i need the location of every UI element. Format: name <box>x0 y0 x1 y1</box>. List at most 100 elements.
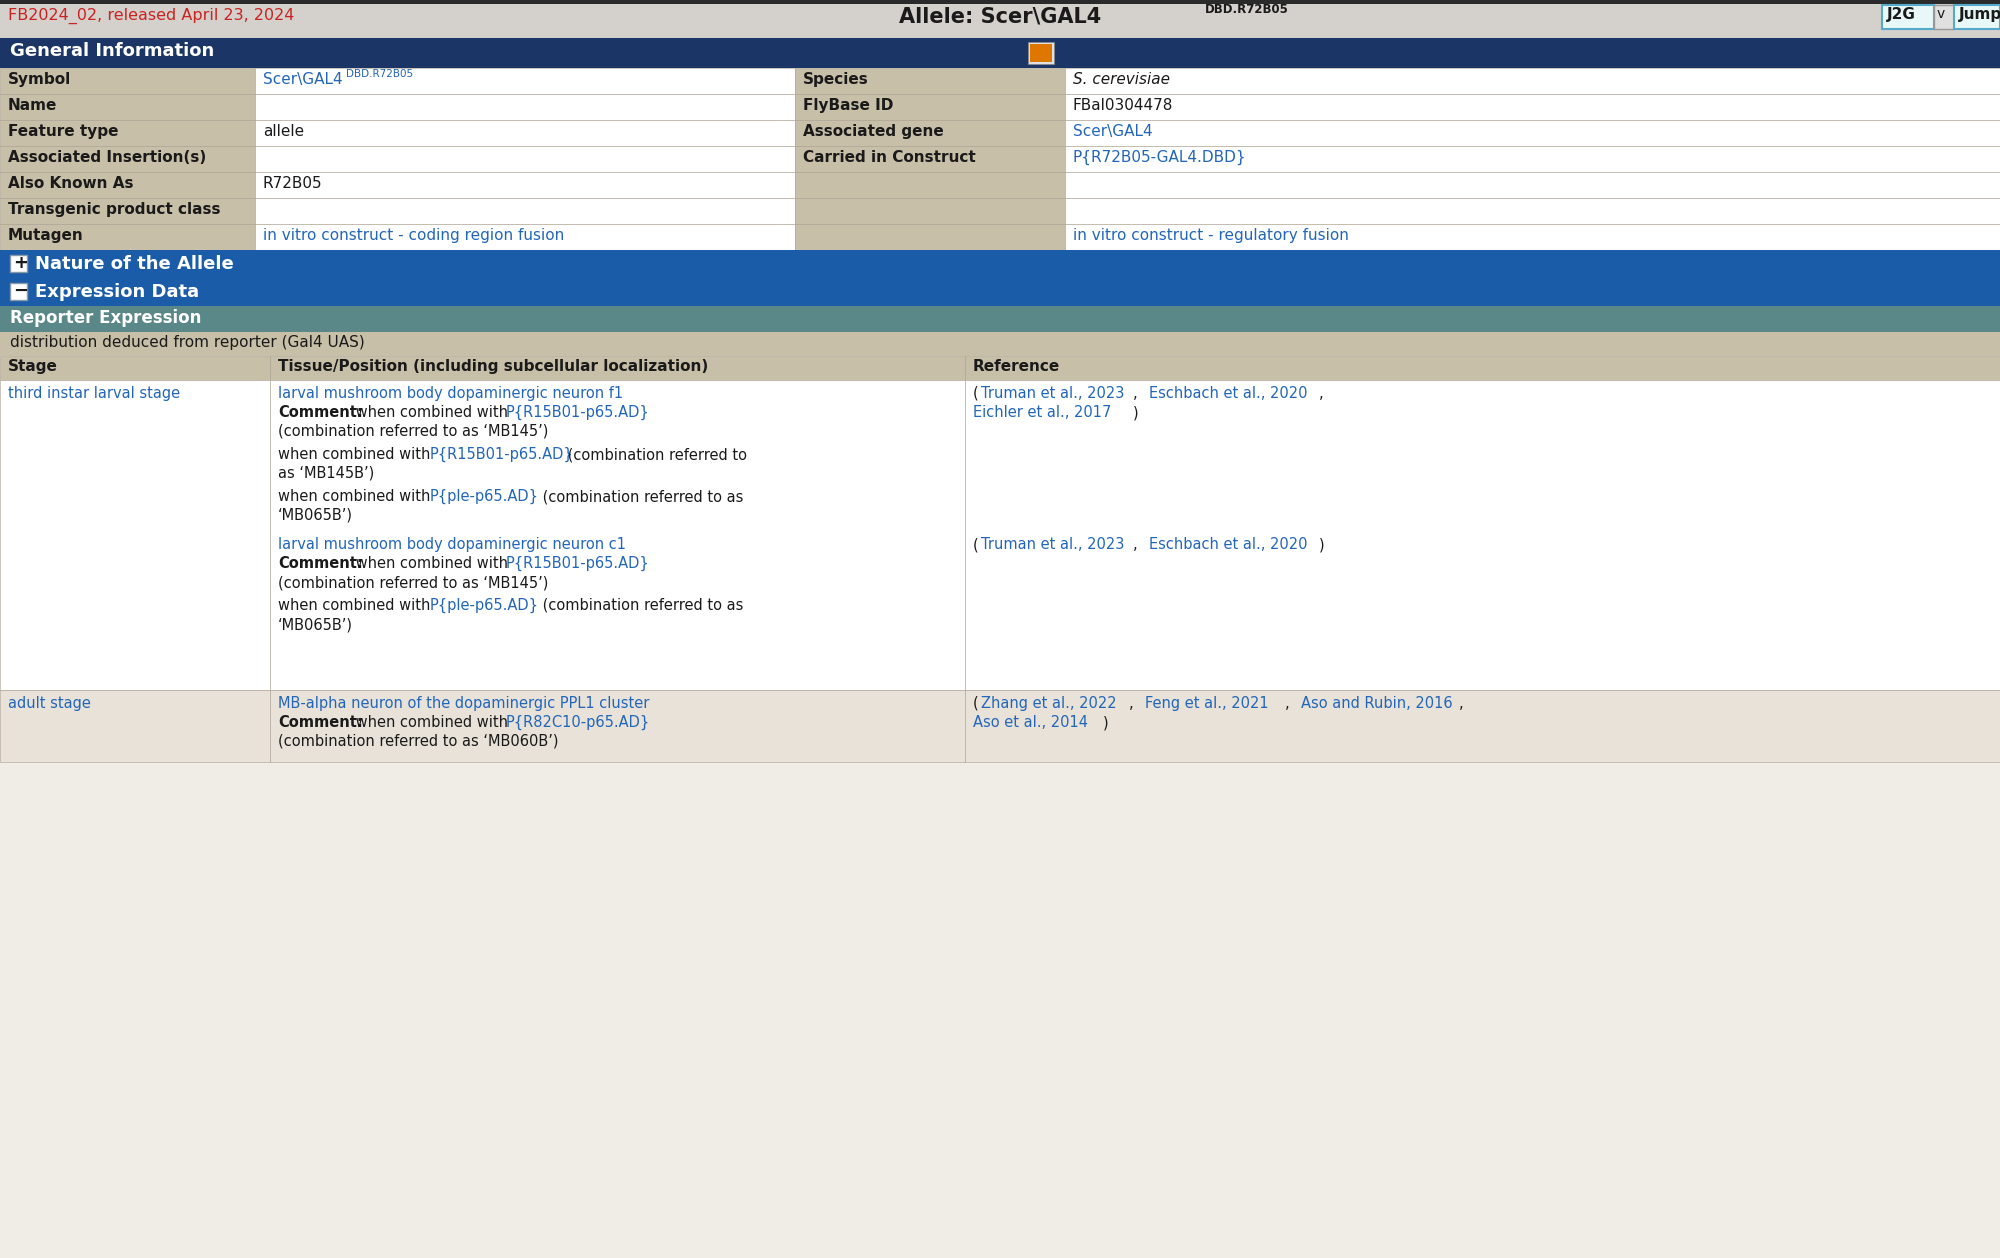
Text: Associated Insertion(s): Associated Insertion(s) <box>8 150 206 165</box>
Text: ,: , <box>1128 696 1138 711</box>
Text: Feng et al., 2021: Feng et al., 2021 <box>1144 696 1268 711</box>
Text: Tissue/Position (including subcellular localization): Tissue/Position (including subcellular l… <box>278 359 708 374</box>
Text: Reporter Expression: Reporter Expression <box>10 309 202 327</box>
Text: ,: , <box>1320 386 1324 401</box>
Text: R72B05: R72B05 <box>264 176 322 191</box>
Bar <box>256 198 796 224</box>
Text: Aso et al., 2014: Aso et al., 2014 <box>972 715 1088 730</box>
Text: in vitro construct - coding region fusion: in vitro construct - coding region fusio… <box>264 228 564 243</box>
Text: Expression Data: Expression Data <box>36 283 200 301</box>
Bar <box>270 689 964 762</box>
Bar <box>0 380 270 689</box>
Text: ,: , <box>1132 386 1142 401</box>
Text: Name: Name <box>8 98 58 113</box>
Bar <box>10 283 28 299</box>
Bar <box>256 146 796 172</box>
Bar <box>0 306 2000 332</box>
Bar <box>1064 224 2000 250</box>
Text: larval mushroom body dopaminergic neuron c1: larval mushroom body dopaminergic neuron… <box>278 537 626 552</box>
Text: when combined with: when combined with <box>352 556 512 571</box>
Bar <box>796 68 1064 94</box>
Bar <box>0 250 2000 278</box>
Bar <box>256 68 796 94</box>
Text: third instar larval stage: third instar larval stage <box>8 386 180 401</box>
Text: P{ple-p65.AD}: P{ple-p65.AD} <box>430 489 540 504</box>
Bar <box>0 146 256 172</box>
Text: Allele: Scer\GAL4: Allele: Scer\GAL4 <box>898 8 1102 26</box>
Bar <box>796 172 1064 198</box>
Bar <box>964 689 2000 762</box>
Bar <box>0 94 256 120</box>
Text: ,: , <box>1132 537 1142 552</box>
Text: adult stage: adult stage <box>8 696 90 711</box>
Text: (combination referred to as ‘MB145’): (combination referred to as ‘MB145’) <box>278 424 548 439</box>
Text: when combined with: when combined with <box>278 447 436 462</box>
Text: Carried in Construct: Carried in Construct <box>804 150 976 165</box>
Text: DBD.R72B05: DBD.R72B05 <box>346 69 414 79</box>
Text: (combination referred to as: (combination referred to as <box>538 489 744 504</box>
Bar <box>0 0 2000 4</box>
Text: Truman et al., 2023: Truman et al., 2023 <box>980 537 1124 552</box>
Text: Jump: Jump <box>1960 8 2000 21</box>
Bar <box>796 146 1064 172</box>
Text: Mutagen: Mutagen <box>8 228 84 243</box>
Text: (combination referred to as ‘MB145’): (combination referred to as ‘MB145’) <box>278 575 548 590</box>
Bar <box>0 332 2000 356</box>
Text: DBD.R72B05: DBD.R72B05 <box>1204 3 1288 16</box>
Text: MB-alpha neuron of the dopaminergic PPL1 cluster: MB-alpha neuron of the dopaminergic PPL1… <box>278 696 650 711</box>
Text: allele: allele <box>264 125 304 138</box>
Text: FlyBase ID: FlyBase ID <box>804 98 894 113</box>
Text: when combined with: when combined with <box>352 715 512 730</box>
Text: (combination referred to as ‘MB060B’): (combination referred to as ‘MB060B’) <box>278 733 558 749</box>
Text: General Information: General Information <box>10 42 214 60</box>
Bar <box>0 224 256 250</box>
Bar <box>1934 5 1954 29</box>
Bar <box>1064 146 2000 172</box>
Bar <box>1064 198 2000 224</box>
Bar <box>256 120 796 146</box>
Text: Aso and Rubin, 2016: Aso and Rubin, 2016 <box>1300 696 1452 711</box>
Text: P{R72B05-GAL4.DBD}: P{R72B05-GAL4.DBD} <box>1072 150 1246 165</box>
Bar <box>1030 44 1052 62</box>
Text: Species: Species <box>804 72 868 87</box>
Bar <box>0 120 256 146</box>
Text: Scer\GAL4: Scer\GAL4 <box>264 72 342 87</box>
Text: (: ( <box>972 696 978 711</box>
Bar <box>1064 172 2000 198</box>
Text: P{R15B01-p65.AD}: P{R15B01-p65.AD} <box>430 447 574 462</box>
Bar <box>270 380 964 689</box>
Text: (combination referred to as: (combination referred to as <box>538 598 744 613</box>
Text: Scer\GAL4: Scer\GAL4 <box>1072 125 1152 138</box>
Text: Truman et al., 2023: Truman et al., 2023 <box>980 386 1124 401</box>
Text: +: + <box>14 254 28 272</box>
Bar <box>1064 94 2000 120</box>
Text: ‘MB065B’): ‘MB065B’) <box>278 616 352 632</box>
Text: as ‘MB145B’): as ‘MB145B’) <box>278 465 374 481</box>
Bar <box>1882 5 1934 29</box>
Text: FBal0304478: FBal0304478 <box>1072 98 1174 113</box>
Bar <box>10 255 28 272</box>
Bar <box>256 224 796 250</box>
Text: P{ple-p65.AD}: P{ple-p65.AD} <box>430 598 540 613</box>
Text: Stage: Stage <box>8 359 58 374</box>
Text: Associated gene: Associated gene <box>804 125 944 138</box>
Bar <box>1028 42 1054 64</box>
Text: ): ) <box>1132 405 1138 420</box>
Bar <box>0 172 256 198</box>
Text: Also Known As: Also Known As <box>8 176 134 191</box>
Text: Transgenic product class: Transgenic product class <box>8 203 220 216</box>
Bar <box>1064 120 2000 146</box>
Text: FB2024_02, released April 23, 2024: FB2024_02, released April 23, 2024 <box>8 8 294 24</box>
Text: P{R15B01-p65.AD}: P{R15B01-p65.AD} <box>506 556 650 571</box>
Bar <box>796 120 1064 146</box>
Text: when combined with: when combined with <box>352 405 512 420</box>
Text: ): ) <box>1104 715 1108 730</box>
Bar <box>256 172 796 198</box>
Text: Feature type: Feature type <box>8 125 118 138</box>
Text: (: ( <box>972 537 978 552</box>
Bar <box>0 198 256 224</box>
Text: Zhang et al., 2022: Zhang et al., 2022 <box>980 696 1116 711</box>
Bar <box>1954 5 2000 29</box>
Bar <box>0 278 2000 306</box>
Bar <box>0 38 2000 68</box>
